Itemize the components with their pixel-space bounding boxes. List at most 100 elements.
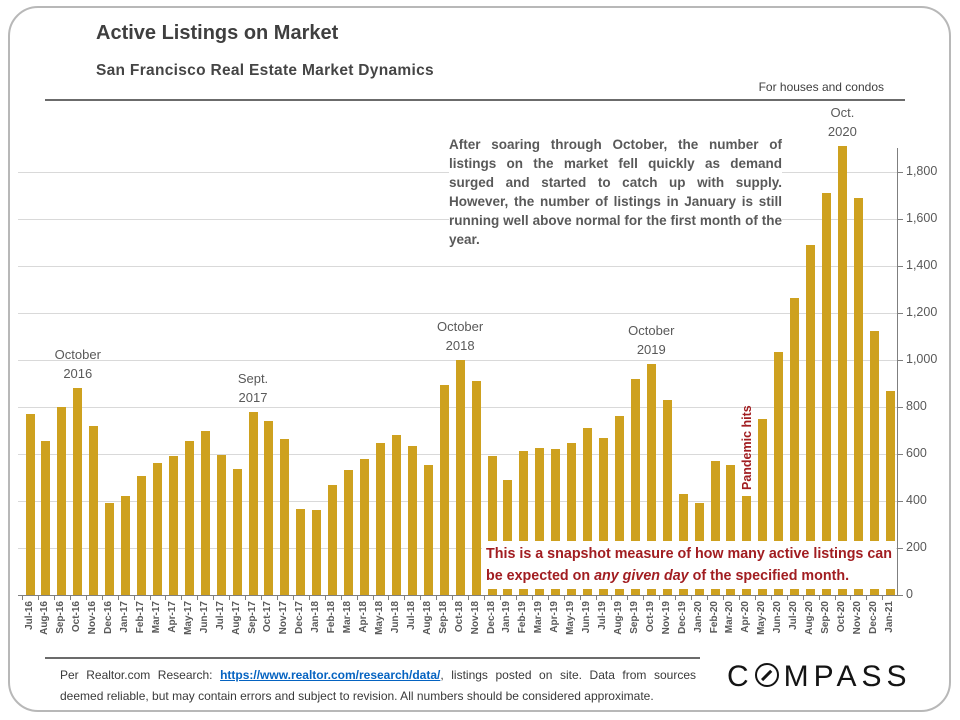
x-axis-label: Sep-18 <box>437 601 449 634</box>
bar <box>567 443 577 595</box>
bar <box>152 463 162 595</box>
x-axis-tick <box>261 596 262 600</box>
peak-annotation-line2: 2018 <box>445 338 475 353</box>
compass-logo-c: C <box>727 660 754 693</box>
x-axis-label: Sep-19 <box>628 601 640 634</box>
x-axis-tick <box>866 596 868 600</box>
peak-annotation-line2: 2019 <box>636 341 666 357</box>
bar <box>439 384 449 595</box>
x-axis-tick <box>468 596 470 600</box>
peak-annotation: October 2018 <box>405 317 515 355</box>
x-axis-label: Jul-18 <box>405 601 417 630</box>
x-axis-label: Jan-18 <box>310 601 322 633</box>
bar <box>583 428 592 595</box>
x-axis-tick <box>484 596 485 600</box>
gridline <box>18 313 897 314</box>
x-axis-tick <box>643 596 645 600</box>
x-axis-tick <box>372 596 374 600</box>
bar <box>391 435 401 595</box>
bar <box>869 330 879 595</box>
x-axis-line <box>18 595 897 596</box>
bar <box>248 411 258 595</box>
x-axis-label: Dec-18 <box>485 601 497 634</box>
x-axis-label: Apr-20 <box>740 601 752 633</box>
realtor-research-link[interactable]: https://www.realtor.com/research/data/ <box>220 668 441 682</box>
x-axis-tick <box>834 596 836 600</box>
x-axis-tick <box>165 596 167 600</box>
x-axis-tick <box>659 596 661 600</box>
x-axis-tick <box>452 596 454 600</box>
x-axis-tick <box>404 596 406 600</box>
x-axis-tick <box>882 596 884 600</box>
snapshot-note-part1: This is a snapshot measure of how many a… <box>486 546 892 584</box>
x-axis-label: Sep-20 <box>820 601 831 634</box>
x-axis-label: Dec-17 <box>294 601 306 634</box>
footer-suffix: , listings posted on site. Data from sou… <box>60 668 696 703</box>
x-axis-tick <box>850 596 852 600</box>
y-axis-label: 800 <box>906 399 927 413</box>
y-axis-label: 0 <box>906 587 913 601</box>
peak-annotation: October 2019 <box>596 321 706 359</box>
x-axis-tick <box>738 596 740 600</box>
bar <box>41 441 51 595</box>
x-axis-label: Apr-19 <box>549 601 561 633</box>
bar <box>328 484 338 595</box>
x-axis-label: Sep-17 <box>246 601 258 634</box>
page-subtitle: San Francisco Real Estate Market Dynamic… <box>96 62 434 79</box>
x-axis-tick <box>547 596 549 600</box>
bar <box>407 445 417 595</box>
bar <box>344 470 354 595</box>
x-axis-tick <box>818 596 820 600</box>
x-axis-tick <box>436 596 438 600</box>
x-axis-tick <box>515 596 517 600</box>
x-axis-label: Nov-18 <box>469 601 481 635</box>
footer-note: Per Realtor.com Research: https://www.re… <box>60 665 696 707</box>
gridline <box>18 266 897 267</box>
x-axis-tick <box>197 596 199 600</box>
x-axis-tick <box>213 596 215 600</box>
bar <box>726 464 736 595</box>
x-axis-label: Jan-20 <box>692 601 704 633</box>
footer-divider <box>45 657 700 659</box>
x-axis-label: Jul-20 <box>788 601 800 630</box>
y-axis-tick <box>897 407 903 408</box>
y-axis-tick <box>897 219 903 220</box>
x-axis-label: Feb-18 <box>326 601 338 634</box>
x-axis-label: May-17 <box>182 601 194 635</box>
x-axis-tick <box>38 596 39 600</box>
x-axis-label: Aug-16 <box>39 601 51 635</box>
bar <box>455 360 465 595</box>
bar <box>806 244 816 595</box>
bar <box>312 510 322 595</box>
x-axis-tick <box>292 596 294 600</box>
footer-prefix: Per Realtor.com Research: <box>60 668 221 682</box>
peak-annotation-line2: 2020 <box>827 124 857 140</box>
x-axis-tick <box>149 596 151 600</box>
x-axis-label: Jan-19 <box>501 601 513 633</box>
x-axis-tick <box>69 596 71 600</box>
x-axis-tick <box>229 596 231 600</box>
y-axis-tick <box>897 266 903 267</box>
x-axis-label: Jul-19 <box>597 601 608 630</box>
compass-logo: C MPASS <box>727 660 911 694</box>
x-axis-tick <box>707 596 708 600</box>
snapshot-note-emphasis: any given day <box>594 568 689 584</box>
y-axis-tick <box>897 313 903 314</box>
scope-note: For houses and condos <box>758 80 884 94</box>
bar <box>89 425 99 595</box>
peak-annotation: Sept. 2017 <box>198 369 308 407</box>
x-axis-tick <box>181 596 183 600</box>
bar <box>790 297 800 595</box>
y-axis-label: 200 <box>906 540 927 554</box>
bar <box>168 456 178 596</box>
x-axis-label: Jan-21 <box>883 601 895 633</box>
bar <box>535 448 545 595</box>
x-axis-label: Oct-18 <box>453 601 465 633</box>
y-axis-line <box>897 148 898 596</box>
bar <box>376 443 385 595</box>
x-axis-label: May-19 <box>565 601 577 635</box>
x-axis-tick <box>340 596 342 600</box>
bar <box>646 363 656 595</box>
bar <box>73 388 83 595</box>
x-axis-label: Dec-19 <box>676 601 688 634</box>
